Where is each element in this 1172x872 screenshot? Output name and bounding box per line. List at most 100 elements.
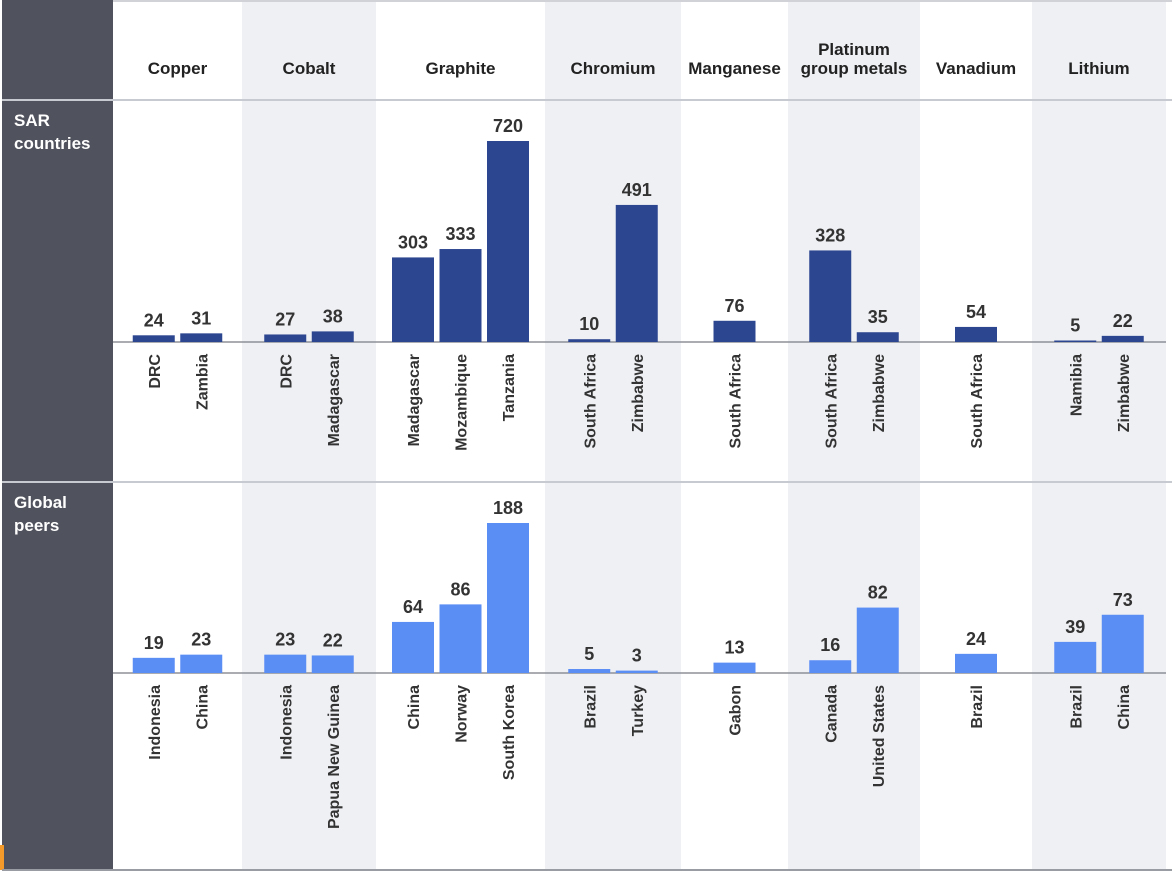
value-label: 5 (584, 644, 594, 664)
bar (809, 250, 852, 342)
category-header: Graphite (426, 59, 496, 78)
value-label: 31 (191, 308, 211, 328)
bar (487, 141, 529, 342)
row-label-line: SAR (14, 111, 50, 130)
bar (568, 669, 611, 673)
bar (1101, 335, 1144, 342)
bar (487, 523, 529, 673)
country-label: South Africa (582, 354, 599, 449)
bar (132, 657, 175, 673)
country-label: South Africa (823, 354, 840, 449)
bar (311, 655, 354, 673)
category-header: Platinum (818, 40, 890, 59)
row-label-line: countries (14, 134, 91, 153)
bar (439, 249, 482, 342)
row-label-line: Global (14, 493, 67, 512)
value-label: 73 (1113, 590, 1133, 610)
column-band (788, 0, 920, 870)
country-label: Papua New Guinea (326, 685, 343, 829)
bar (311, 331, 354, 342)
value-label: 38 (323, 306, 343, 326)
value-label: 24 (966, 629, 986, 649)
value-label: 303 (398, 232, 428, 252)
bar (132, 335, 175, 342)
category-header: Copper (148, 59, 208, 78)
country-label: South Africa (969, 354, 986, 449)
value-label: 3 (632, 646, 642, 666)
country-label: Zimbabwe (1116, 354, 1133, 432)
value-label: 35 (868, 307, 888, 327)
country-label: Indonesia (147, 685, 164, 760)
value-label: 19 (144, 633, 164, 653)
bar (856, 332, 899, 342)
bar (1054, 641, 1097, 673)
bar (856, 607, 899, 673)
country-label: DRC (147, 354, 164, 389)
bar (615, 670, 658, 673)
value-label: 13 (724, 638, 744, 658)
category-header: group metals (801, 59, 908, 78)
value-label: 39 (1065, 617, 1085, 637)
country-label: China (1116, 685, 1133, 730)
value-label: 16 (820, 635, 840, 655)
row-label-line: peers (14, 516, 60, 535)
country-label: China (194, 685, 211, 730)
bar (180, 333, 223, 342)
country-label: Brazil (582, 685, 599, 729)
country-label: South Africa (728, 354, 745, 449)
bar (568, 339, 611, 342)
bar (439, 604, 482, 673)
country-label: Turkey (630, 685, 647, 736)
value-label: 64 (403, 597, 423, 617)
row-label-sar: SAR countries (2, 101, 113, 481)
country-label: Madagascar (326, 354, 343, 447)
value-label: 82 (868, 583, 888, 603)
accent-mark (0, 845, 4, 870)
bar (955, 326, 997, 342)
value-label: 22 (1113, 311, 1133, 331)
category-header: Chromium (571, 59, 656, 78)
country-label: Zimbabwe (871, 354, 888, 432)
country-label: Canada (823, 685, 840, 743)
bar (264, 334, 307, 342)
value-label: 23 (191, 630, 211, 650)
value-label: 10 (579, 314, 599, 334)
bar (392, 621, 434, 673)
bar (713, 320, 756, 342)
column-band (242, 0, 376, 870)
bar (615, 204, 658, 342)
country-label: Indonesia (278, 685, 295, 760)
header-corner (2, 0, 113, 99)
country-label: Norway (454, 685, 471, 743)
value-label: 27 (275, 309, 295, 329)
country-label: China (406, 685, 423, 730)
value-label: 76 (724, 296, 744, 316)
bar (955, 653, 997, 673)
bar (1101, 614, 1144, 673)
value-label: 491 (622, 180, 652, 200)
bar (392, 257, 434, 342)
bar (264, 654, 307, 673)
bar (1054, 340, 1097, 342)
value-label: 22 (323, 630, 343, 650)
value-label: 86 (450, 579, 470, 599)
country-label: Madagascar (406, 354, 423, 447)
country-label: Brazil (1068, 685, 1085, 729)
country-label: Zambia (194, 354, 211, 410)
country-label: Namibia (1068, 354, 1085, 416)
value-label: 720 (493, 116, 523, 136)
column-band (1032, 0, 1166, 870)
country-label: Brazil (969, 685, 986, 729)
bar (809, 660, 852, 673)
country-label: United States (871, 685, 888, 787)
value-label: 333 (445, 224, 475, 244)
value-label: 188 (493, 498, 523, 518)
value-label: 23 (275, 630, 295, 650)
category-header: Vanadium (936, 59, 1016, 78)
column-band (545, 0, 681, 870)
category-header: Lithium (1068, 59, 1129, 78)
country-label: Zimbabwe (630, 354, 647, 432)
country-label: South Korea (501, 685, 518, 780)
row-label-global: Global peers (2, 483, 113, 870)
